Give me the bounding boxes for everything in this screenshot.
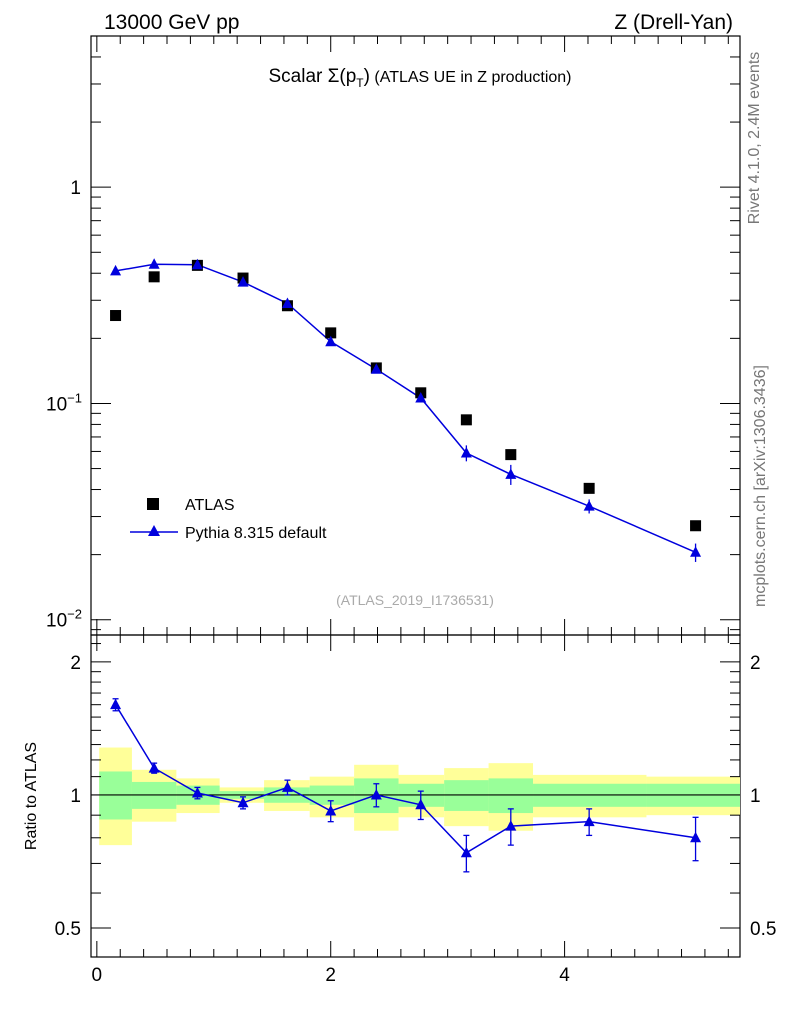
pythia-point bbox=[370, 363, 382, 374]
main-panel-frame bbox=[90, 35, 741, 636]
ratio-point bbox=[370, 788, 382, 800]
legend-atlas-marker bbox=[147, 498, 159, 510]
ratio-y-tick-label-right: 2 bbox=[750, 653, 761, 674]
ratio-point bbox=[281, 781, 293, 792]
ratio-point bbox=[460, 846, 472, 858]
rivet-version-label: Rivet 4.1.0, 2.4M events bbox=[746, 52, 763, 225]
ratio-point bbox=[237, 796, 249, 808]
legend-pythia-label: Pythia 8.315 default bbox=[185, 525, 327, 542]
pythia-point bbox=[690, 546, 702, 557]
pythia-line bbox=[115, 263, 696, 553]
y-tick-label: 1 bbox=[70, 178, 81, 199]
header-process-label: Z (Drell-Yan) bbox=[614, 11, 733, 34]
data-points bbox=[110, 258, 702, 873]
pythia-point bbox=[460, 447, 472, 458]
header-energy-label: 13000 GeV pp bbox=[104, 11, 239, 34]
pythia-point bbox=[110, 264, 122, 276]
ratio-y-tick-label-right: 0.5 bbox=[750, 919, 776, 940]
pythia-point bbox=[583, 500, 595, 511]
atlas-point bbox=[325, 327, 337, 339]
x-tick-label: 0 bbox=[92, 965, 103, 986]
ratio-point bbox=[325, 804, 337, 816]
ratio-line bbox=[114, 704, 696, 854]
atlas-point bbox=[148, 271, 160, 283]
ratio-y-tick-label: 1 bbox=[70, 786, 81, 807]
pythia-point bbox=[237, 276, 249, 287]
ratio-y-tick-label: 2 bbox=[70, 653, 81, 674]
pythia-point bbox=[191, 258, 203, 270]
pythia-point bbox=[325, 335, 337, 347]
inner-band-bin bbox=[488, 778, 534, 814]
ratio-point bbox=[110, 698, 122, 710]
analysis-watermark: (ATLAS_2019_I1736531) bbox=[336, 592, 494, 608]
ratio-point bbox=[690, 831, 702, 843]
ratio-point bbox=[415, 798, 427, 810]
uncertainty-bands bbox=[91, 747, 740, 846]
legend-pythia-marker bbox=[148, 525, 160, 536]
atlas-point bbox=[690, 520, 702, 532]
x-tick-label: 2 bbox=[325, 965, 336, 986]
y-tick-label: 10−2 bbox=[46, 607, 82, 632]
pythia-point bbox=[281, 297, 293, 308]
inner-band-bin bbox=[444, 780, 489, 811]
pythia-point bbox=[505, 468, 517, 479]
atlas-point bbox=[460, 414, 472, 426]
ratio-y-tick-label: 0.5 bbox=[55, 919, 81, 940]
y-tick-label: 10−1 bbox=[46, 390, 82, 415]
axes: 0 2 4 1 10−1 10−2 2 2 1 1 0.5 0.5 bbox=[46, 35, 776, 986]
ratio-y-tick-label-right: 1 bbox=[750, 786, 761, 807]
ratio-point bbox=[583, 815, 595, 827]
x-tick-label: 4 bbox=[559, 965, 570, 986]
pythia-point bbox=[148, 258, 160, 269]
chart-title: Scalar Σ(pT) (ATLAS UE in Z production) bbox=[268, 66, 571, 90]
ratio-point bbox=[505, 820, 517, 831]
ratio-point bbox=[148, 762, 160, 773]
ratio-point bbox=[191, 787, 203, 798]
legend: ATLAS Pythia 8.315 default bbox=[130, 497, 327, 542]
atlas-point bbox=[110, 310, 122, 322]
pythia-point bbox=[415, 391, 427, 403]
atlas-point bbox=[583, 482, 595, 494]
mcplots-source-label: mcplots.cern.ch [arXiv:1306.3436] bbox=[752, 365, 769, 607]
atlas-point bbox=[505, 449, 517, 461]
legend-atlas-label: ATLAS bbox=[185, 497, 235, 514]
ratio-axis-label: Ratio to ATLAS bbox=[23, 742, 40, 850]
